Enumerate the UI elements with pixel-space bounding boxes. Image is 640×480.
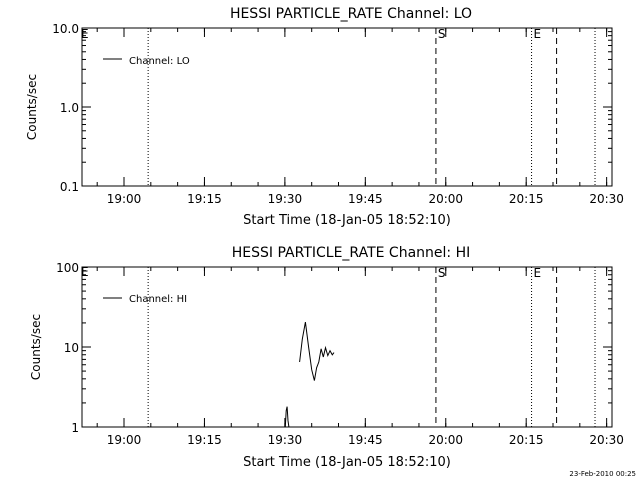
- panel-hi: HESSI PARTICLE_RATE Channel: HI Start Ti…: [29, 245, 624, 470]
- panel-hi-ytick-label: 100: [56, 261, 79, 275]
- panel-lo-ytick-label: 1.0: [60, 101, 79, 115]
- panel-hi-vline-label: S: [438, 266, 446, 280]
- panel-lo-xtick-label: 19:15: [187, 192, 222, 206]
- panel-lo-xtick-label: 20:00: [428, 192, 463, 206]
- panel-lo-xtick-label: 20:30: [589, 192, 624, 206]
- panel-lo-xtick-label: 20:15: [509, 192, 544, 206]
- panel-lo-ytick-label: 10.0: [52, 22, 79, 36]
- panel-lo: HESSI PARTICLE_RATE Channel: LO Start Ti…: [25, 6, 624, 228]
- panel-lo-xlabel: Start Time (18-Jan-05 18:52:10): [243, 213, 451, 228]
- panel-hi-edge-label: E: [81, 265, 89, 279]
- panel-lo-title: HESSI PARTICLE_RATE Channel: LO: [230, 6, 472, 22]
- panel-lo-ylabel: Counts/sec: [25, 74, 39, 140]
- panel-lo-frame: [81, 27, 613, 187]
- panel-hi-series-line: [299, 322, 335, 381]
- panel-lo-xtick-label: 19:30: [268, 192, 303, 206]
- footer-timestamp: 23-Feb-2010 00:25: [569, 470, 636, 478]
- panel-lo-legend-label: Channel: LO: [129, 56, 190, 67]
- panel-hi-ylabel: Counts/sec: [29, 314, 43, 380]
- panel-hi-ytick-label: 10: [64, 341, 79, 355]
- panel-lo-xtick-label: 19:45: [348, 192, 383, 206]
- panel-hi-title: HESSI PARTICLE_RATE Channel: HI: [232, 245, 470, 261]
- panel-lo-xtick-label: 19:00: [107, 192, 142, 206]
- panel-hi-series-line: [284, 406, 290, 428]
- panel-lo-edge-label: E: [81, 27, 89, 41]
- panel-hi-xlabel: Start Time (18-Jan-05 18:52:10): [243, 455, 451, 470]
- panel-hi-frame: [81, 266, 613, 428]
- panel-hi-xtick-label: 19:45: [348, 433, 383, 447]
- panel-hi-xtick-label: 19:15: [187, 433, 222, 447]
- panel-hi-xtick-label: 20:00: [428, 433, 463, 447]
- panel-lo-vline-label: S: [438, 27, 446, 41]
- panel-lo-ytick-label: 0.1: [60, 180, 79, 194]
- panel-lo-vline-label: E: [534, 27, 542, 41]
- panel-hi-xtick-label: 20:15: [509, 433, 544, 447]
- panel-hi-xtick-label: 19:30: [268, 433, 303, 447]
- panel-hi-legend-label: Channel: HI: [129, 294, 187, 305]
- panel-hi-ytick-label: 1: [71, 421, 79, 435]
- panel-hi-xtick-label: 19:00: [107, 433, 142, 447]
- panel-hi-vline-label: E: [534, 266, 542, 280]
- panel-hi-xtick-label: 20:30: [589, 433, 624, 447]
